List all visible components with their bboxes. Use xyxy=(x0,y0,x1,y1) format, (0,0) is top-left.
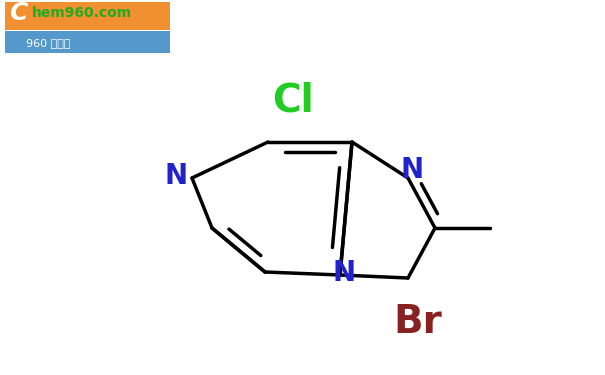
Text: Cl: Cl xyxy=(272,81,314,119)
Text: Br: Br xyxy=(394,303,442,341)
Text: 960 化工网: 960 化工网 xyxy=(26,38,71,48)
Bar xyxy=(5,2,170,30)
Text: C: C xyxy=(9,1,27,25)
Text: N: N xyxy=(165,162,188,190)
Bar xyxy=(5,31,170,53)
Text: N: N xyxy=(401,156,424,184)
Text: hem960.com: hem960.com xyxy=(32,6,132,20)
Text: N: N xyxy=(332,259,356,287)
